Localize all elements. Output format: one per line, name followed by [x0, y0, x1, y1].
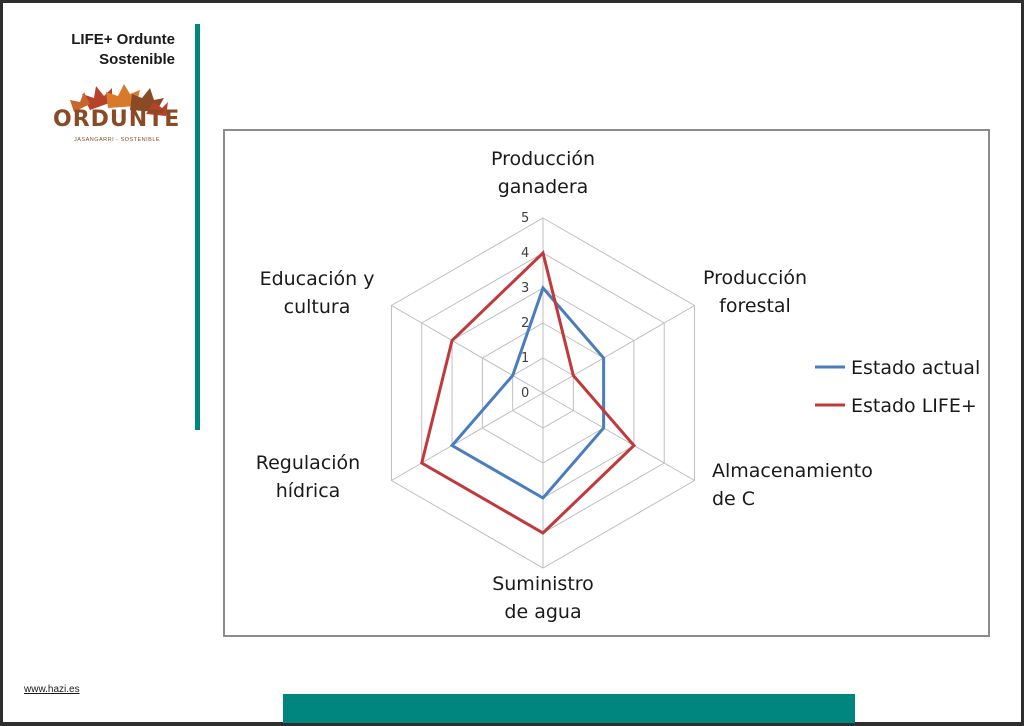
grid-spoke	[391, 305, 544, 394]
category-label: de C	[712, 488, 755, 510]
tick-label: 4	[521, 246, 529, 261]
grid-spoke	[391, 392, 544, 481]
grid-spoke	[542, 392, 695, 481]
accent-vertical-bar	[195, 24, 200, 430]
header-title-line2: Sostenible	[99, 51, 175, 68]
footer-link[interactable]: www.hazi.es	[24, 684, 80, 695]
grid-spoke	[542, 305, 695, 394]
series-line	[449, 285, 606, 500]
tick-label: 0	[521, 386, 529, 401]
category-label: Producción	[703, 267, 807, 289]
leaves-icon	[70, 84, 168, 116]
category-label: hídrica	[276, 480, 341, 502]
category-label: ganadera	[498, 176, 589, 198]
category-label: Educación y	[260, 268, 375, 290]
legend-label: Estado LIFE+	[851, 395, 977, 417]
category-label: cultura	[284, 296, 351, 318]
header-title: LIFE+ Ordunte Sostenible	[71, 30, 175, 70]
category-label: Producción	[491, 148, 595, 170]
category-label: Almacenamiento	[712, 460, 873, 482]
category-label: de agua	[504, 601, 581, 623]
chart-panel: 0 1 2 3 4 5 Producción ganadera Producción forest…	[223, 129, 990, 637]
series-line	[420, 250, 636, 535]
tick-label: 3	[521, 281, 529, 296]
logo-word: ORDUNTE	[53, 107, 181, 132]
accent-horizontal-bar	[283, 694, 855, 723]
category-label: Suministro	[492, 573, 594, 595]
ordunte-logo: ORDUNTE JASANGARRI - SOSTENIBLE	[50, 80, 180, 152]
tick-label: 2	[521, 316, 529, 331]
tick-label: 5	[521, 211, 529, 226]
legend-label: Estado actual	[851, 357, 980, 379]
logo-tagline: JASANGARRI - SOSTENIBLE	[74, 137, 161, 143]
radar-chart: 0 1 2 3 4 5 Producción ganadera Producción forest…	[256, 148, 980, 623]
category-label: Regulación	[256, 452, 360, 474]
category-label: forestal	[719, 295, 791, 317]
tick-label: 1	[521, 351, 529, 366]
header-title-line1: LIFE+ Ordunte	[71, 31, 175, 48]
